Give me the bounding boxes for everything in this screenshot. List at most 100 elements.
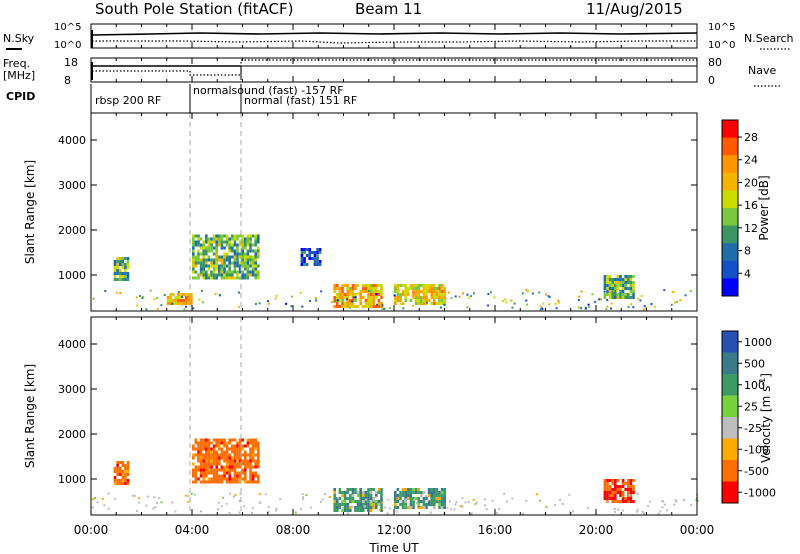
echo-cell <box>409 284 413 287</box>
velocity-colorbar-tick-label: 25 <box>744 400 758 413</box>
echo-cell <box>346 302 349 305</box>
echo-cell <box>192 270 195 274</box>
echo-cell <box>257 234 260 238</box>
echo-cell <box>364 500 368 503</box>
echo-cell <box>351 284 355 287</box>
echo-cell <box>367 488 370 491</box>
echo-speck <box>149 289 152 292</box>
echo-cell <box>192 471 195 475</box>
echo-speck <box>647 505 649 508</box>
echo-cell <box>422 506 426 509</box>
echo-cell <box>422 491 426 494</box>
echo-cell <box>430 494 433 497</box>
echo-speck <box>591 293 594 296</box>
echo-cell <box>369 497 373 500</box>
y-tick-label: 4000 <box>58 134 86 147</box>
echo-speck <box>555 307 558 310</box>
echo-cell <box>300 254 304 257</box>
echo-speck <box>674 499 677 501</box>
echo-cell <box>414 284 418 287</box>
echo-cell <box>205 270 208 274</box>
echo-speck <box>450 508 453 511</box>
echo-cell <box>244 264 247 268</box>
echo-cell <box>430 497 433 500</box>
echo-cell <box>420 299 423 302</box>
echo-cell <box>254 234 257 238</box>
echo-cell <box>228 453 231 457</box>
echo-cell <box>346 305 349 308</box>
echo-cell <box>215 459 218 463</box>
echo-cell <box>169 293 172 296</box>
echo-cell <box>621 482 625 485</box>
echo-cell <box>246 243 250 247</box>
echo-cell <box>210 258 213 262</box>
echo-speck <box>301 493 304 496</box>
echo-cell <box>438 491 441 494</box>
echo-speck <box>666 509 669 512</box>
echo-cell <box>257 462 260 466</box>
echo-cell <box>430 284 433 287</box>
echo-cell <box>619 485 622 488</box>
echo-cell <box>246 459 250 463</box>
velocity-colorbar-cell <box>722 438 738 461</box>
echo-cell <box>225 264 229 268</box>
echo-cell <box>207 462 211 466</box>
echo-cell <box>184 293 188 296</box>
echo-cell <box>241 471 244 475</box>
echo-cell <box>440 497 444 500</box>
echo-cell <box>236 258 239 262</box>
echo-cell <box>367 284 370 287</box>
echo-cell <box>354 284 357 287</box>
echo-cell <box>210 264 213 268</box>
echo-cell <box>205 459 208 463</box>
echo-cell <box>210 261 213 265</box>
echo-cell <box>244 237 247 241</box>
echo-cell <box>611 293 614 296</box>
echo-speck <box>405 498 408 501</box>
echo-speck <box>421 303 424 305</box>
echo-speck <box>630 303 633 306</box>
echo-cell <box>215 264 218 268</box>
echo-cell <box>372 287 375 290</box>
echo-cell <box>369 509 373 512</box>
echo-cell <box>215 255 218 259</box>
echo-cell <box>627 275 630 278</box>
echo-speck <box>152 507 155 510</box>
echo-cell <box>614 497 617 500</box>
echo-speck <box>569 511 572 514</box>
echo-cell <box>124 464 127 467</box>
echo-cell <box>336 293 339 296</box>
echo-cell <box>116 473 119 476</box>
echo-speck <box>310 506 313 509</box>
echo-cell <box>603 485 607 488</box>
echo-speck <box>627 305 630 308</box>
echo-cell <box>380 500 383 503</box>
echo-cell <box>251 273 255 277</box>
echo-cell <box>220 270 224 274</box>
echo-cell <box>377 293 381 296</box>
echo-cell <box>369 503 373 506</box>
echo-cell <box>346 491 349 494</box>
echo-speck <box>615 290 618 293</box>
echo-cell <box>629 500 633 503</box>
echo-cell <box>606 488 609 491</box>
echo-cell <box>369 494 373 497</box>
echo-cell <box>220 480 224 484</box>
echo-cell <box>215 261 218 265</box>
echo-cell <box>401 284 405 287</box>
power-y-axis-label: Slant Range [km] <box>23 160 37 264</box>
echo-cell <box>254 255 257 259</box>
echo-speck <box>217 501 220 504</box>
echo-cell <box>238 465 242 469</box>
echo-cell <box>210 477 213 481</box>
echo-speck <box>415 502 418 504</box>
echo-cell <box>632 488 635 491</box>
echo-cell <box>338 503 342 506</box>
echo-cell <box>212 477 216 481</box>
echo-cell <box>614 287 617 290</box>
echo-cell <box>375 500 378 503</box>
echo-cell <box>202 273 205 277</box>
echo-cell <box>218 438 221 442</box>
echo-cell <box>225 453 229 457</box>
echo-speck <box>299 291 302 294</box>
